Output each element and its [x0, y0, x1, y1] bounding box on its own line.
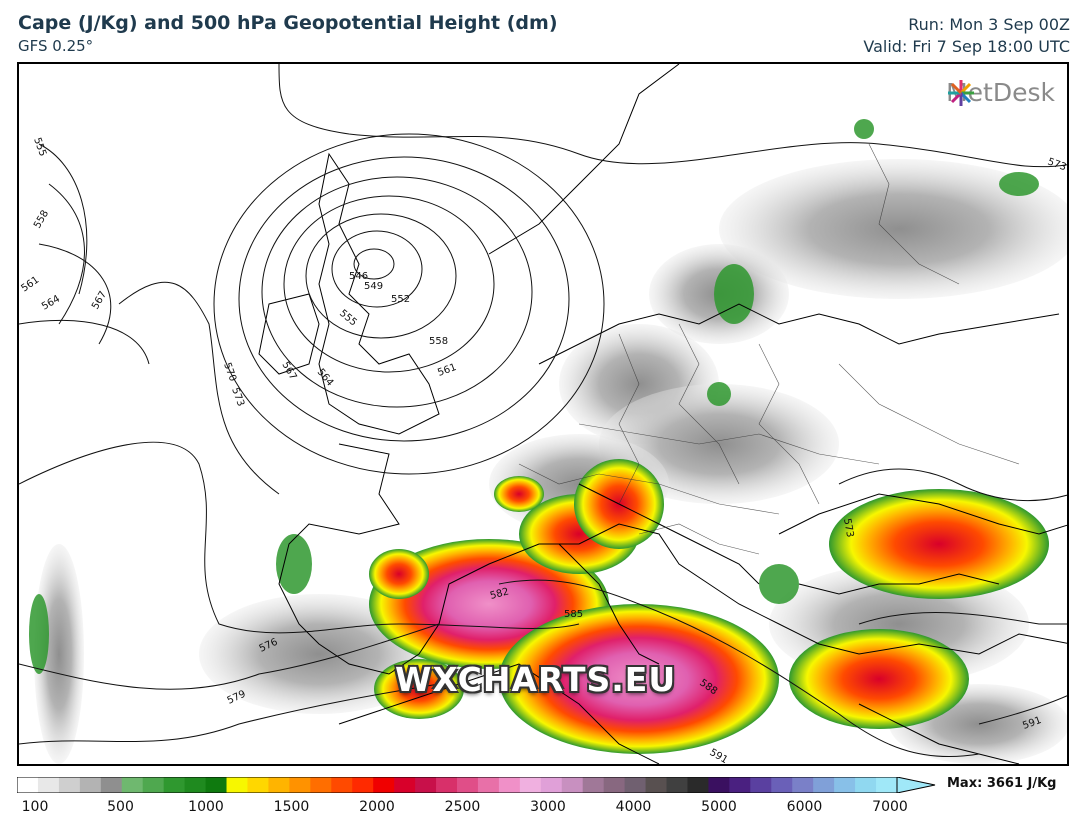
colorbar-cell — [498, 777, 521, 793]
weather-map[interactable]: 555 558 561 564 567 570 573 546 549 552 … — [17, 62, 1069, 766]
contour-label: 552 — [391, 294, 410, 305]
colorbar-cell — [645, 777, 668, 793]
colorbar-cell — [331, 777, 353, 793]
cape-colorbar — [17, 777, 936, 793]
map-canvas: 555 558 561 564 567 570 573 546 549 552 … — [19, 64, 1068, 766]
colorbar-ticks: 100 500 1000 1500 2000 2500 3000 4000 5000 6000 70… — [0, 799, 1088, 819]
colorbar-tick-label: 6000 — [786, 799, 823, 815]
colorbar-cell — [792, 777, 814, 793]
colorbar-cell — [289, 777, 311, 793]
contour-label: 591 — [708, 747, 730, 766]
colorbar-cell — [394, 777, 416, 793]
colorbar-tick-label: 1500 — [273, 799, 310, 815]
metdesk-star-icon — [948, 80, 975, 106]
model-label: GFS 0.25° — [18, 37, 94, 55]
contour-label: 555 — [31, 136, 48, 158]
colorbar-cell — [876, 777, 898, 793]
colorbar-tick-label: 7000 — [872, 799, 908, 815]
colorbar-cell — [457, 777, 479, 793]
colorbar-cell — [79, 777, 102, 793]
colorbar-tick-label: 2500 — [444, 799, 481, 815]
colorbar-tick-label: 1000 — [188, 799, 224, 815]
contour-label: 573 — [1046, 156, 1068, 173]
colorbar-tick-label: 500 — [107, 799, 134, 815]
colorbar-cell — [687, 777, 709, 793]
colorbar-cell — [100, 777, 123, 793]
colorbar-cell — [729, 777, 751, 793]
colorbar-cell — [268, 777, 290, 793]
contour-label: 570 — [221, 361, 238, 383]
chart-title: Cape (J/Kg) and 500 hPa Geopotential Hei… — [18, 12, 558, 34]
colorbar-tick-label: 2000 — [359, 799, 395, 815]
colorbar-arrow — [896, 777, 936, 793]
colorbar-cells — [17, 777, 898, 793]
contour-label: 582 — [489, 586, 510, 602]
wxcharts-watermark: WXCHARTS.EU — [395, 660, 677, 699]
colorbar-cell — [415, 777, 437, 793]
colorbar-tick-label: 3000 — [530, 799, 566, 815]
colorbar-cell — [184, 777, 207, 793]
contour-label: 573 — [229, 386, 246, 408]
colorbar-cell — [226, 777, 248, 793]
colorbar-cell — [750, 777, 772, 793]
colorbar-cell — [436, 777, 458, 793]
max-cape-label: Max: 3661 J/Kg — [947, 776, 1057, 791]
contour-label: 558 — [32, 208, 51, 230]
colorbar-cell — [666, 777, 688, 793]
valid-time: Valid: Fri 7 Sep 18:00 UTC — [863, 37, 1070, 56]
contour-label: 564 — [40, 294, 62, 313]
colorbar-cell — [352, 777, 374, 793]
colorbar-tick-label: 4000 — [615, 799, 652, 815]
run-time: Run: Mon 3 Sep 00Z — [908, 15, 1070, 34]
contour-label: 567 — [90, 289, 109, 311]
colorbar-cell — [771, 777, 793, 793]
metdesk-logo: MetDesk — [946, 78, 1055, 107]
contour-label: 549 — [364, 281, 383, 292]
contour-label: 558 — [429, 336, 448, 347]
colorbar-cell — [37, 777, 60, 793]
contour-label: 546 — [349, 271, 368, 282]
cape-high-areas — [369, 459, 1049, 754]
borders — [518, 143, 1020, 555]
cape-green-patches — [29, 119, 1039, 674]
contour-label: 555 — [337, 308, 359, 329]
colorbar-cell — [708, 777, 730, 793]
colorbar-cell — [624, 777, 647, 793]
colorbar-cell — [855, 777, 877, 793]
colorbar-cell — [540, 777, 563, 793]
colorbar-cell — [834, 777, 856, 793]
contour-label: 561 — [436, 362, 458, 379]
colorbar-cell — [121, 777, 144, 793]
colorbar-cell — [373, 777, 395, 793]
colorbar-cell — [519, 777, 542, 793]
colorbar-cell — [813, 777, 835, 793]
colorbar-cell — [142, 777, 165, 793]
colorbar-cell — [247, 777, 269, 793]
contour-label: 573 — [841, 518, 855, 539]
colorbar-cell — [310, 777, 332, 793]
colorbar-cell — [17, 777, 39, 793]
colorbar-cell — [561, 777, 584, 793]
colorbar-tick-label: 100 — [21, 799, 49, 815]
colorbar-cell — [163, 777, 186, 793]
contour-label: 561 — [19, 274, 41, 294]
coastlines — [258, 64, 1067, 764]
colorbar-cell — [58, 777, 81, 793]
colorbar-cell — [205, 777, 228, 793]
colorbar-cell — [582, 777, 605, 793]
colorbar-cell — [477, 777, 500, 793]
colorbar-tick-label: 5000 — [701, 799, 737, 815]
height-contours — [19, 64, 1067, 758]
colorbar-cell — [603, 777, 626, 793]
contour-label: 567 — [279, 360, 298, 382]
contour-label: 585 — [564, 609, 583, 620]
